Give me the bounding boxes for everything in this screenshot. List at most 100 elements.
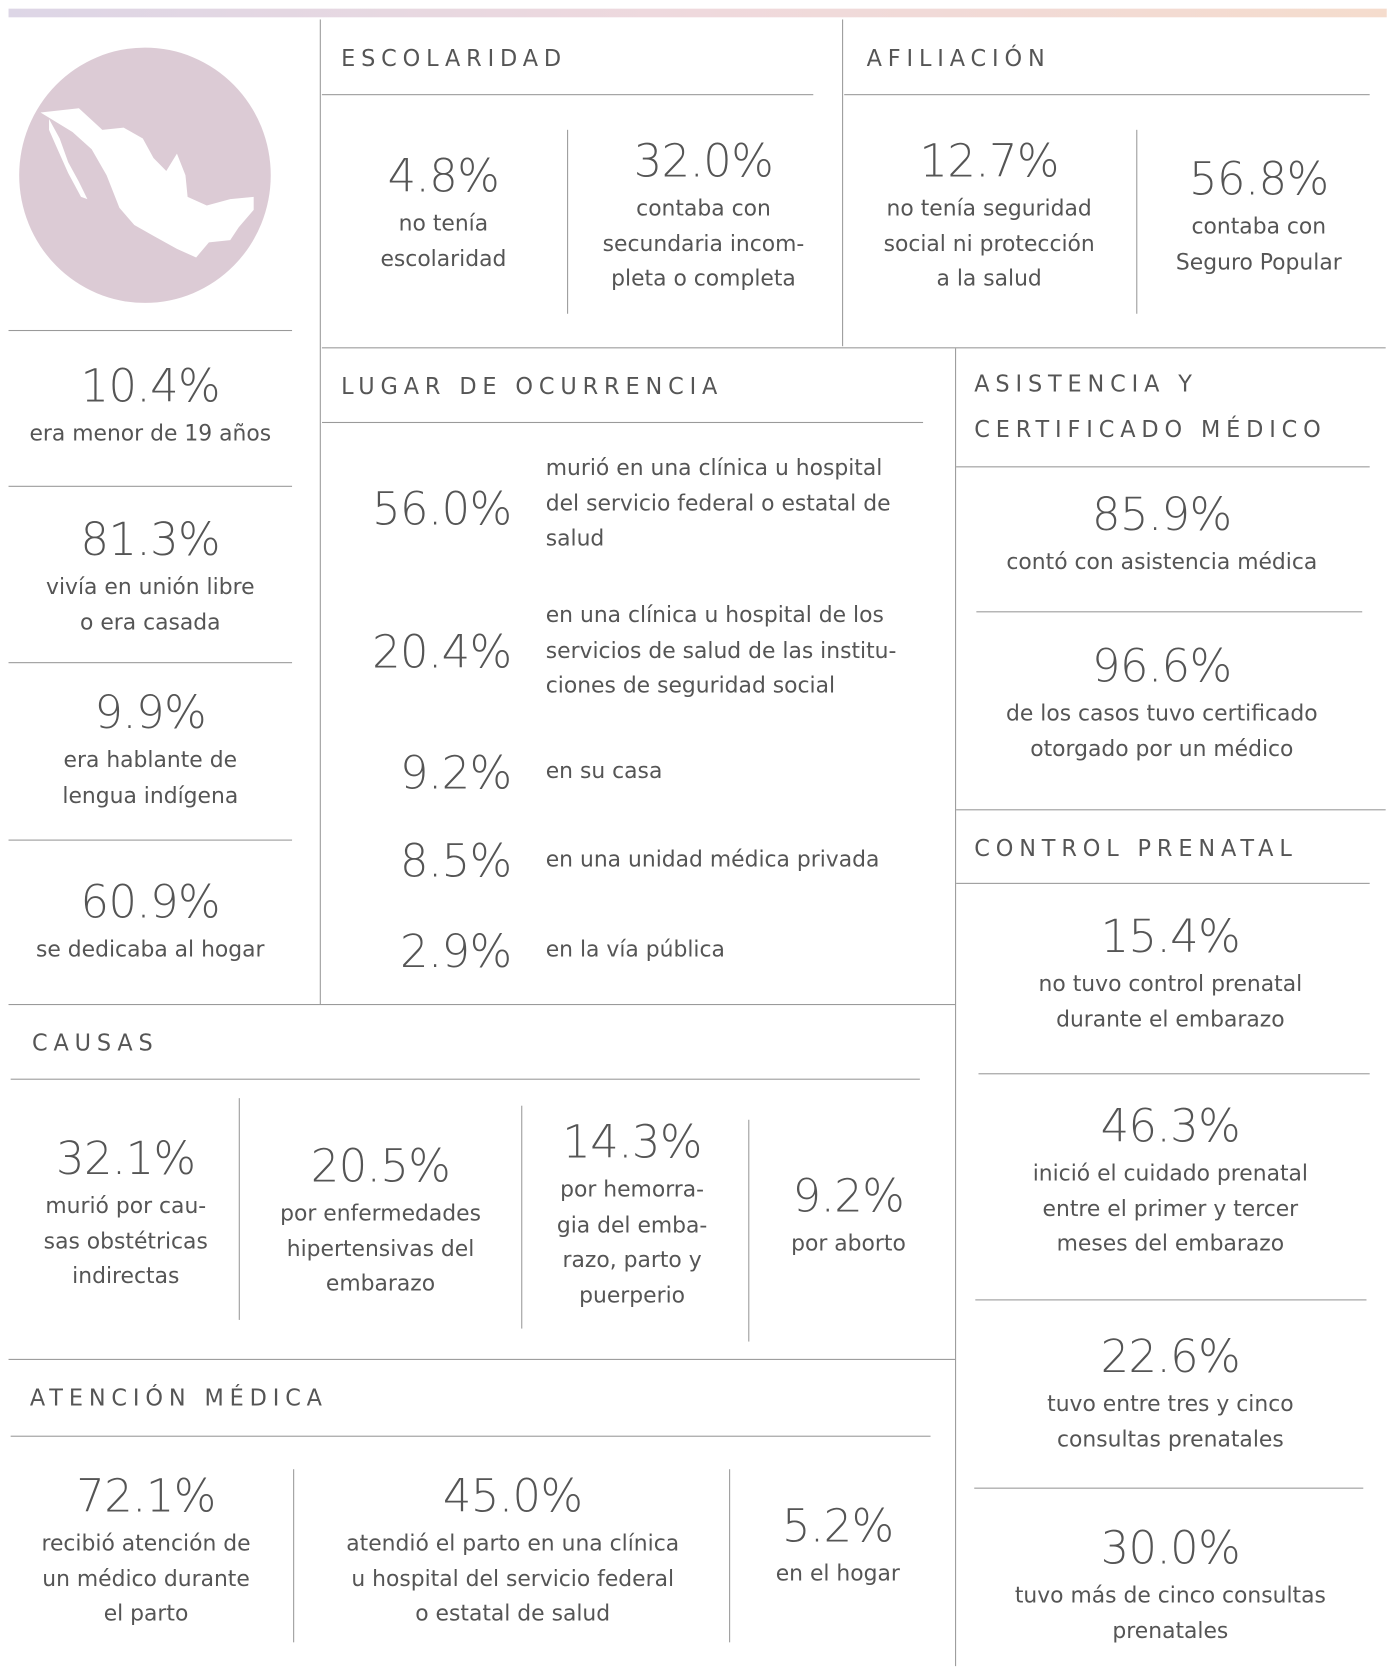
stat-value: 60.9%	[80, 875, 221, 929]
stat-text: recibió atención de	[41, 1529, 251, 1556]
stat-value: 20.4%	[372, 625, 512, 679]
section-title: CAUSAS	[31, 1029, 159, 1056]
stat-text: entre el primer y tercer	[1042, 1194, 1299, 1221]
section-title: CONTROL PRENATAL	[974, 835, 1298, 862]
stat-value: 56.0%	[372, 482, 512, 536]
stat-text: en su casa	[545, 757, 663, 784]
section-title: ASISTENCIA Y	[974, 371, 1198, 398]
divider	[293, 1469, 295, 1643]
divider	[978, 1073, 1370, 1075]
stat-value: 46.3%	[1100, 1099, 1241, 1153]
stat-text: murió en una clínica u hospital	[545, 454, 883, 481]
stat-text: meses del embarazo	[1056, 1230, 1285, 1257]
section-title: ESCOLARIDAD	[341, 45, 568, 72]
stat-text: razo, parto y	[562, 1246, 702, 1273]
divider	[956, 809, 1386, 811]
stat-text: en una clínica u hospital de los	[545, 601, 884, 628]
stat-value: 4.8%	[387, 149, 500, 203]
stat-text: tuvo entre tres y cinco	[1047, 1390, 1294, 1417]
stat-text: se dedicaba al hogar	[36, 935, 265, 962]
stat-text: del servicio federal o estatal de	[545, 489, 891, 516]
section-title: LUGAR DE OCURRENCIA	[341, 373, 724, 400]
stat-text: consultas prenatales	[1056, 1425, 1284, 1452]
stat-value: 72.1%	[76, 1469, 216, 1523]
divider	[8, 485, 293, 487]
stat-text: prenatales	[1112, 1616, 1229, 1643]
stat-text: otorgado por un médico	[1030, 735, 1294, 762]
stat-text: hipertensivas del	[286, 1234, 475, 1261]
stat-value: 85.9%	[1092, 487, 1232, 541]
divider	[567, 129, 569, 314]
mexico-map	[19, 47, 271, 303]
divider	[521, 1105, 523, 1329]
stat-value: 2.9%	[400, 925, 512, 979]
divider	[8, 839, 293, 841]
divider	[8, 329, 293, 332]
stat-text: Seguro Popular	[1175, 248, 1342, 275]
stat-text: indirectas	[72, 1262, 180, 1289]
stat-text: por hemorra-	[560, 1176, 705, 1202]
divider	[321, 94, 814, 96]
stat-text: murió por cau-	[45, 1192, 207, 1219]
stat-text: puerperio	[579, 1281, 686, 1308]
stat-value: 81.3%	[80, 512, 221, 566]
stat-text: tuvo más de cinco consultas	[1014, 1581, 1326, 1608]
divider	[8, 1004, 956, 1006]
divider	[976, 611, 1363, 613]
stat-value: 10.4%	[80, 359, 221, 413]
stat-text: gia del emba-	[556, 1211, 708, 1238]
stat-text: servicios de salud de las institu-	[545, 636, 897, 663]
divider	[844, 94, 1370, 96]
stat-text: inició el cuidado prenatal	[1032, 1159, 1309, 1186]
stat-value: 32.1%	[55, 1131, 196, 1185]
stat-text: sas obstétricas	[43, 1227, 208, 1254]
stat-value: 9.2%	[792, 1169, 905, 1223]
divider	[1136, 129, 1138, 314]
stat-text: vivía en unión libre	[46, 573, 255, 600]
stat-text: un médico durante	[42, 1564, 250, 1591]
stat-text: lengua indígena	[62, 781, 239, 808]
divider	[842, 19, 844, 347]
stat-text: durante el embarazo	[1056, 1005, 1285, 1032]
stat-value: 96.6%	[1092, 639, 1232, 693]
top-bar	[8, 8, 1387, 18]
stat-value: 20.5%	[310, 1139, 451, 1193]
stat-text: por aborto	[791, 1230, 906, 1257]
divider	[956, 466, 1370, 468]
stat-text: en la vía pública	[545, 935, 725, 962]
stat-value: 32.0%	[633, 134, 774, 188]
section-title: AFILIACIÓN	[866, 45, 1051, 72]
section-title: ATENCIÓN MÉDICA	[29, 1384, 328, 1411]
divider	[975, 1299, 1367, 1301]
stat-value: 56.8%	[1189, 152, 1329, 206]
divider	[10, 1078, 920, 1080]
stat-value: 5.2%	[781, 1499, 894, 1553]
stat-value: 15.4%	[1100, 909, 1241, 963]
divider	[321, 421, 924, 424]
divider	[955, 348, 957, 1667]
stat-text: contó con asistencia médica	[1006, 548, 1318, 575]
divider	[974, 1487, 1364, 1489]
divider	[238, 1098, 240, 1320]
stat-value: 12.7%	[919, 134, 1059, 188]
stat-text: era menor de 19 años	[29, 419, 272, 446]
stat-text: contaba con	[1191, 213, 1327, 240]
stat-text: salud	[545, 524, 605, 551]
stat-text: secundaria incom-	[602, 229, 805, 256]
divider	[729, 1469, 731, 1643]
stat-text: contaba con	[636, 194, 771, 221]
stat-text: no tenía	[398, 209, 489, 236]
stat-text: atendió el parto en una clínica	[346, 1529, 680, 1556]
stat-text: escolaridad	[380, 245, 507, 272]
stat-text: ciones de seguridad social	[545, 671, 836, 698]
stat-text: por enfermedades	[280, 1199, 481, 1226]
divider	[748, 1119, 750, 1342]
stat-value: 45.0%	[442, 1469, 583, 1523]
divider	[321, 347, 1386, 349]
stat-text: el parto	[103, 1600, 189, 1627]
stat-text: social ni protección	[883, 229, 1095, 256]
stat-text: pleta o completa	[611, 265, 796, 292]
stat-text: de los casos tuvo certificado	[1005, 699, 1318, 726]
divider	[956, 882, 1370, 884]
